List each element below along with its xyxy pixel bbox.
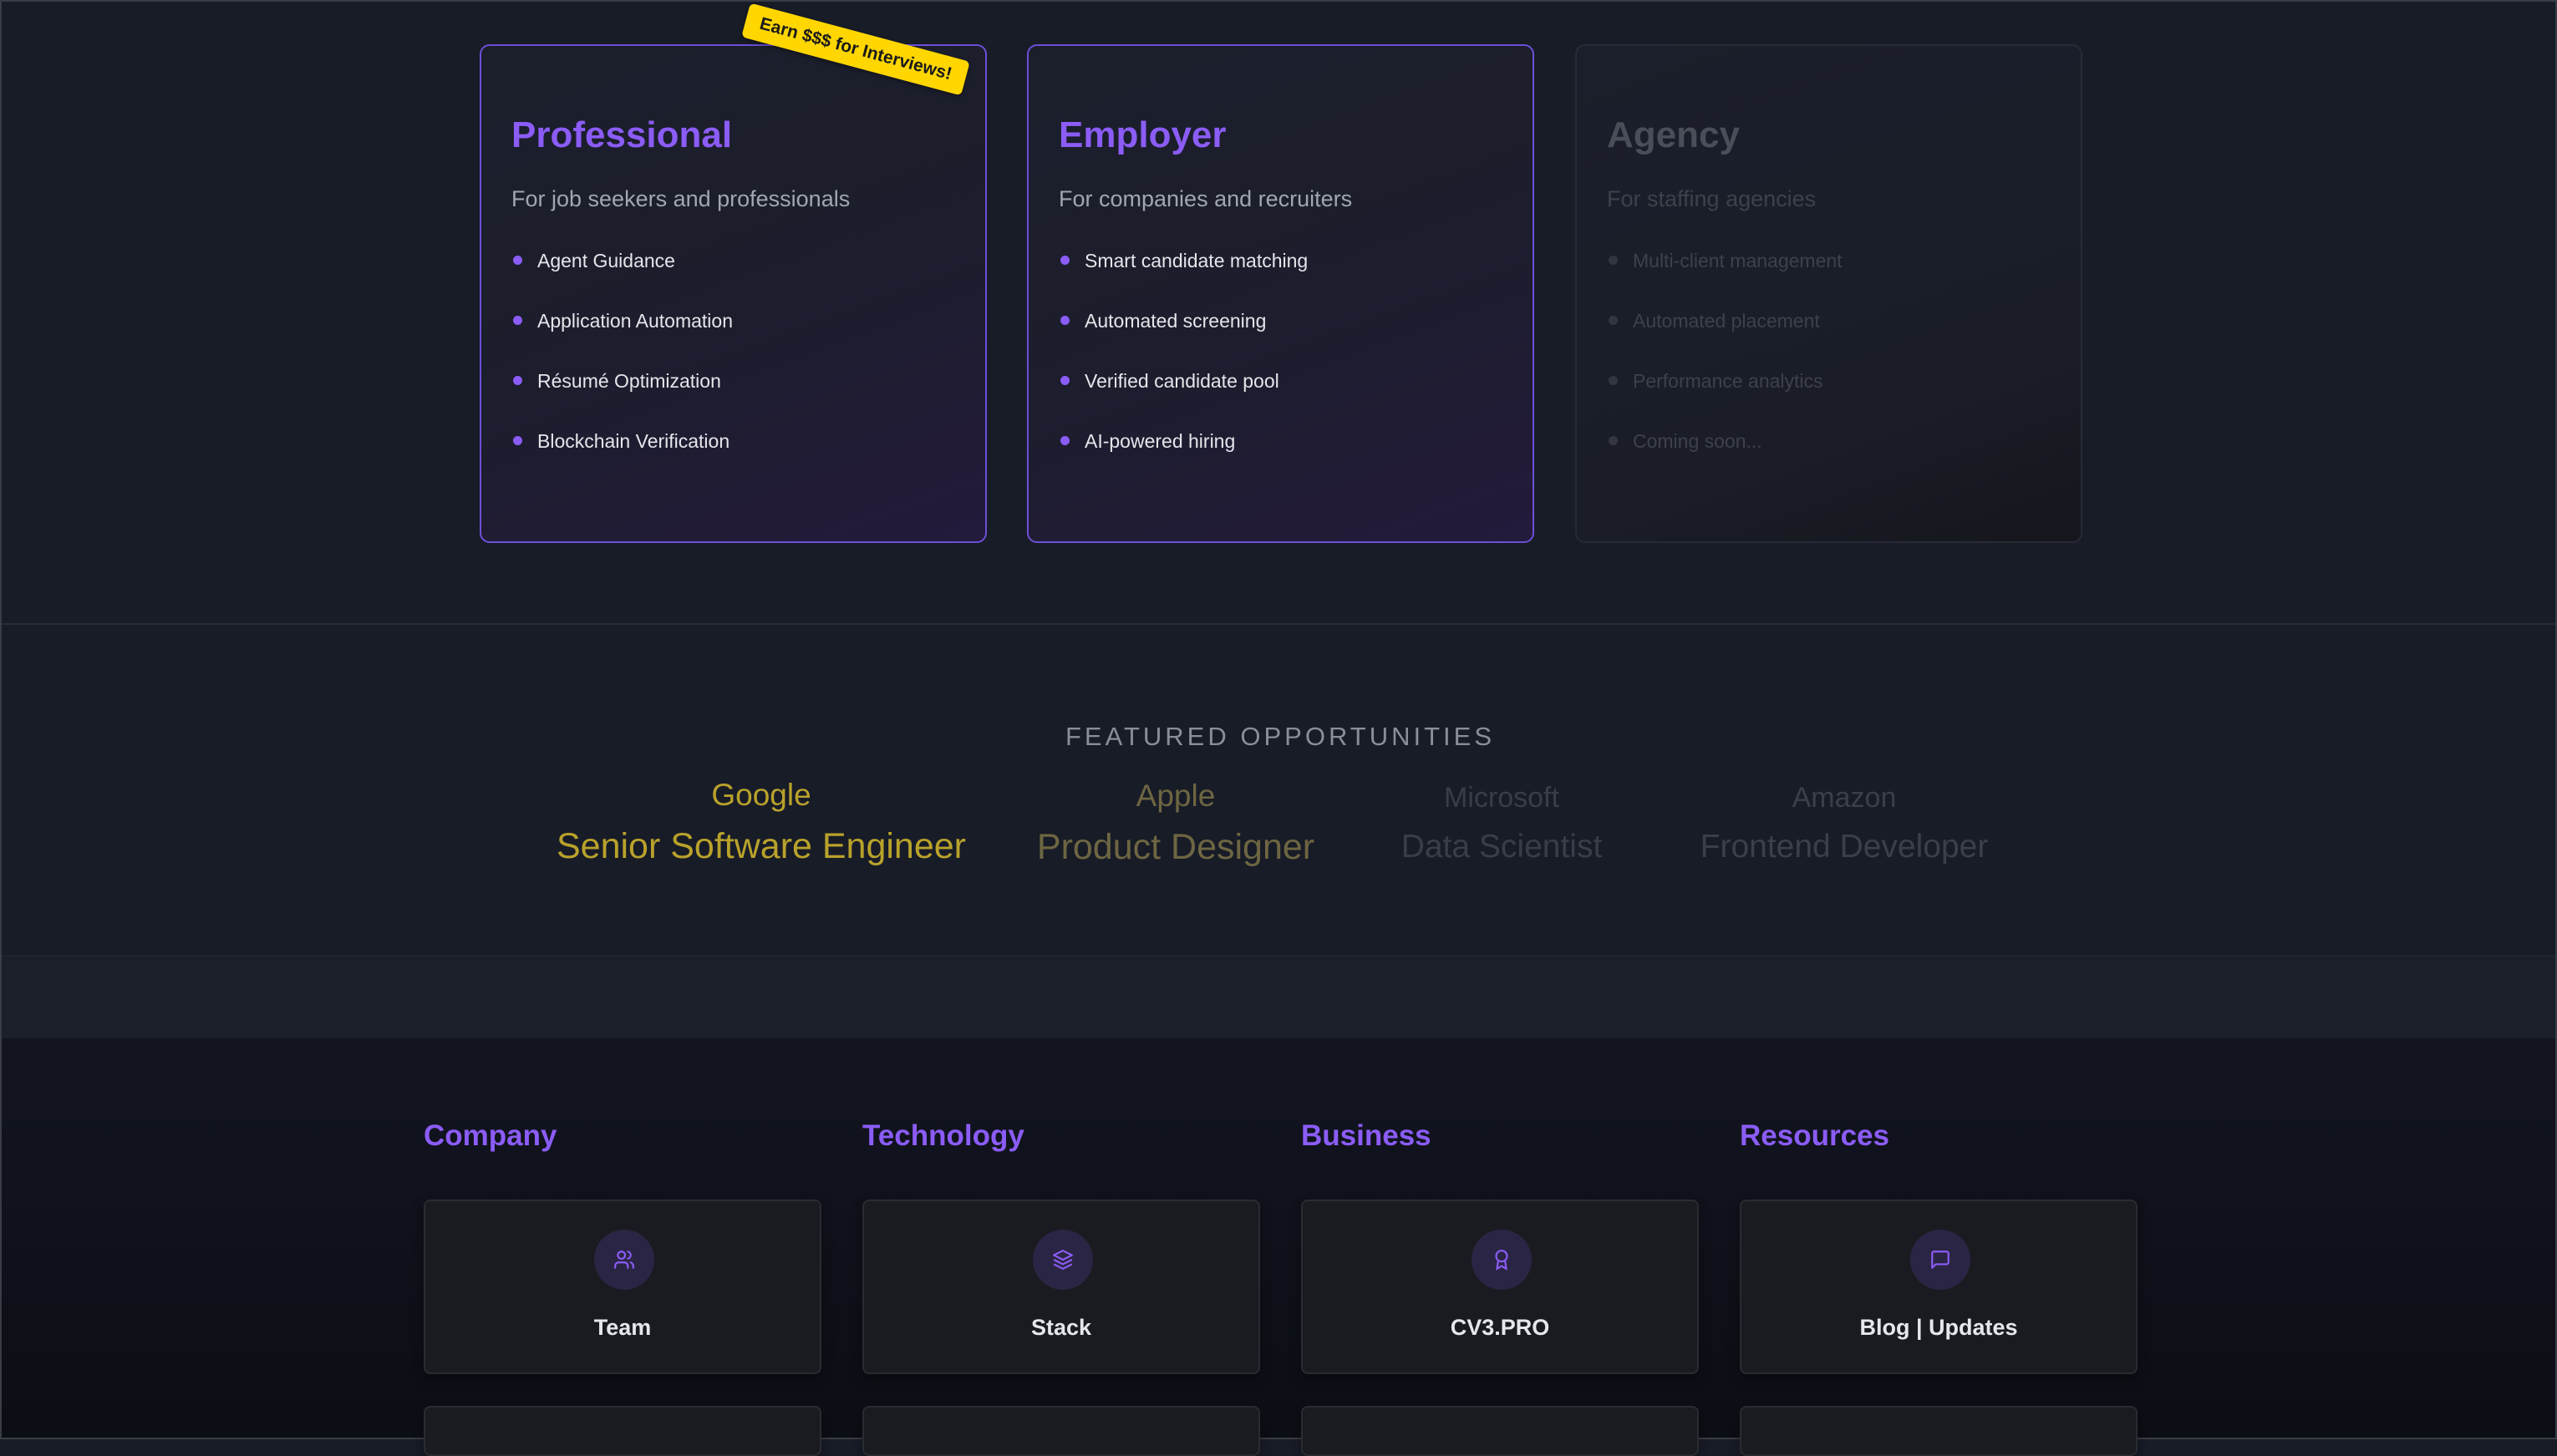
bullet-icon [513,436,522,445]
role-title: Product Designer [1036,827,1315,867]
feature-label: Automated placement [1633,310,1820,332]
footer-heading-business: Business [1301,1119,1431,1152]
feature-item: Coming soon... [1607,430,1843,490]
company-name: Apple [1136,779,1216,813]
bullet-icon [513,316,522,325]
plan-title: Professional [511,114,733,155]
opportunity-microsoft[interactable]: Microsoft Data Scientist [1401,777,1603,865]
users-icon [594,1230,654,1290]
role-title: Frontend Developer [1700,829,1989,865]
feature-label: Automated screening [1085,310,1267,332]
feature-item: Agent Guidance [511,250,733,310]
bullet-icon [1609,256,1618,265]
message-square-icon [1910,1230,1970,1290]
plan-subtitle: For job seekers and professionals [511,186,851,211]
card-label: Blog | Updates [1859,1315,2018,1340]
feature-item: Performance analytics [1607,370,1843,430]
footer-card-blog[interactable]: Blog | Updates [1740,1200,2138,1374]
feature-list: Agent Guidance Application Automation Ré… [511,250,733,490]
award-icon [1472,1230,1532,1290]
feature-item: Smart candidate matching [1059,250,1308,310]
plan-card-agency: Agency For staffing agencies Multi-clien… [1575,44,2082,543]
bullet-icon [1060,376,1070,385]
bullet-icon [513,256,522,265]
feature-item: AI-powered hiring [1059,430,1308,490]
footer-card[interactable] [424,1406,821,1456]
footer-card[interactable] [1301,1406,1699,1456]
feature-item: Automated placement [1607,310,1843,370]
feature-item: Automated screening [1059,310,1308,370]
feature-item: Multi-client management [1607,250,1843,310]
role-title: Senior Software Engineer [556,826,967,866]
bullet-icon [1609,436,1618,445]
spacer-band [2,956,2555,1038]
feature-label: Résumé Optimization [537,370,721,392]
opportunity-google[interactable]: Google Senior Software Engineer [557,774,966,867]
feature-item: Verified candidate pool [1059,370,1308,430]
plan-card-employer[interactable]: Employer For companies and recruiters Sm… [1027,44,1534,543]
footer-card-cv3pro[interactable]: CV3.PRO [1301,1200,1699,1374]
plan-subtitle: For companies and recruiters [1059,186,1353,211]
footer-card[interactable] [862,1406,1260,1456]
card-label: Team [593,1315,652,1340]
footer [2,1038,2555,1438]
layers-icon [1033,1230,1093,1290]
feature-label: Multi-client management [1633,250,1843,271]
feature-label: Application Automation [537,310,733,332]
plan-card-professional[interactable]: Professional For job seekers and profess… [480,44,987,543]
feature-label: Performance analytics [1633,370,1823,392]
feature-list: Multi-client management Automated placem… [1607,250,1843,490]
company-name: Amazon [1792,782,1897,814]
opportunity-apple[interactable]: Apple Product Designer [1037,775,1314,868]
card-label: Stack [1030,1315,1092,1340]
company-name: Microsoft [1444,782,1559,814]
section-divider [2,623,2555,625]
featured-title: FEATURED OPPORTUNITIES [1065,722,1495,751]
plan-subtitle: For staffing agencies [1607,186,1817,211]
role-title: Data Scientist [1401,829,1603,865]
bullet-icon [513,376,522,385]
company-name: Google [711,778,811,812]
feature-item: Résumé Optimization [511,370,733,430]
feature-item: Blockchain Verification [511,430,733,490]
footer-heading-company: Company [424,1119,557,1152]
feature-list: Smart candidate matching Automated scree… [1059,250,1308,490]
plan-title: Employer [1059,114,1227,155]
footer-card-team[interactable]: Team [424,1200,821,1374]
feature-label: Smart candidate matching [1085,250,1309,271]
bullet-icon [1060,316,1070,325]
bullet-icon [1060,256,1070,265]
plan-title: Agency [1607,114,1740,155]
bullet-icon [1609,376,1618,385]
feature-item: Application Automation [511,310,733,370]
bullet-icon [1060,436,1070,445]
footer-heading-technology: Technology [862,1119,1024,1152]
feature-label: AI-powered hiring [1085,430,1236,452]
card-label: CV3.PRO [1450,1315,1550,1340]
feature-label: Verified candidate pool [1085,370,1279,392]
opportunity-amazon[interactable]: Amazon Frontend Developer [1700,777,1989,865]
feature-label: Agent Guidance [537,250,675,271]
footer-card[interactable] [1740,1406,2138,1456]
footer-card-stack[interactable]: Stack [862,1200,1260,1374]
feature-label: Blockchain Verification [537,430,730,452]
feature-label: Coming soon... [1633,430,1762,452]
footer-heading-resources: Resources [1740,1119,1889,1152]
bullet-icon [1609,316,1618,325]
